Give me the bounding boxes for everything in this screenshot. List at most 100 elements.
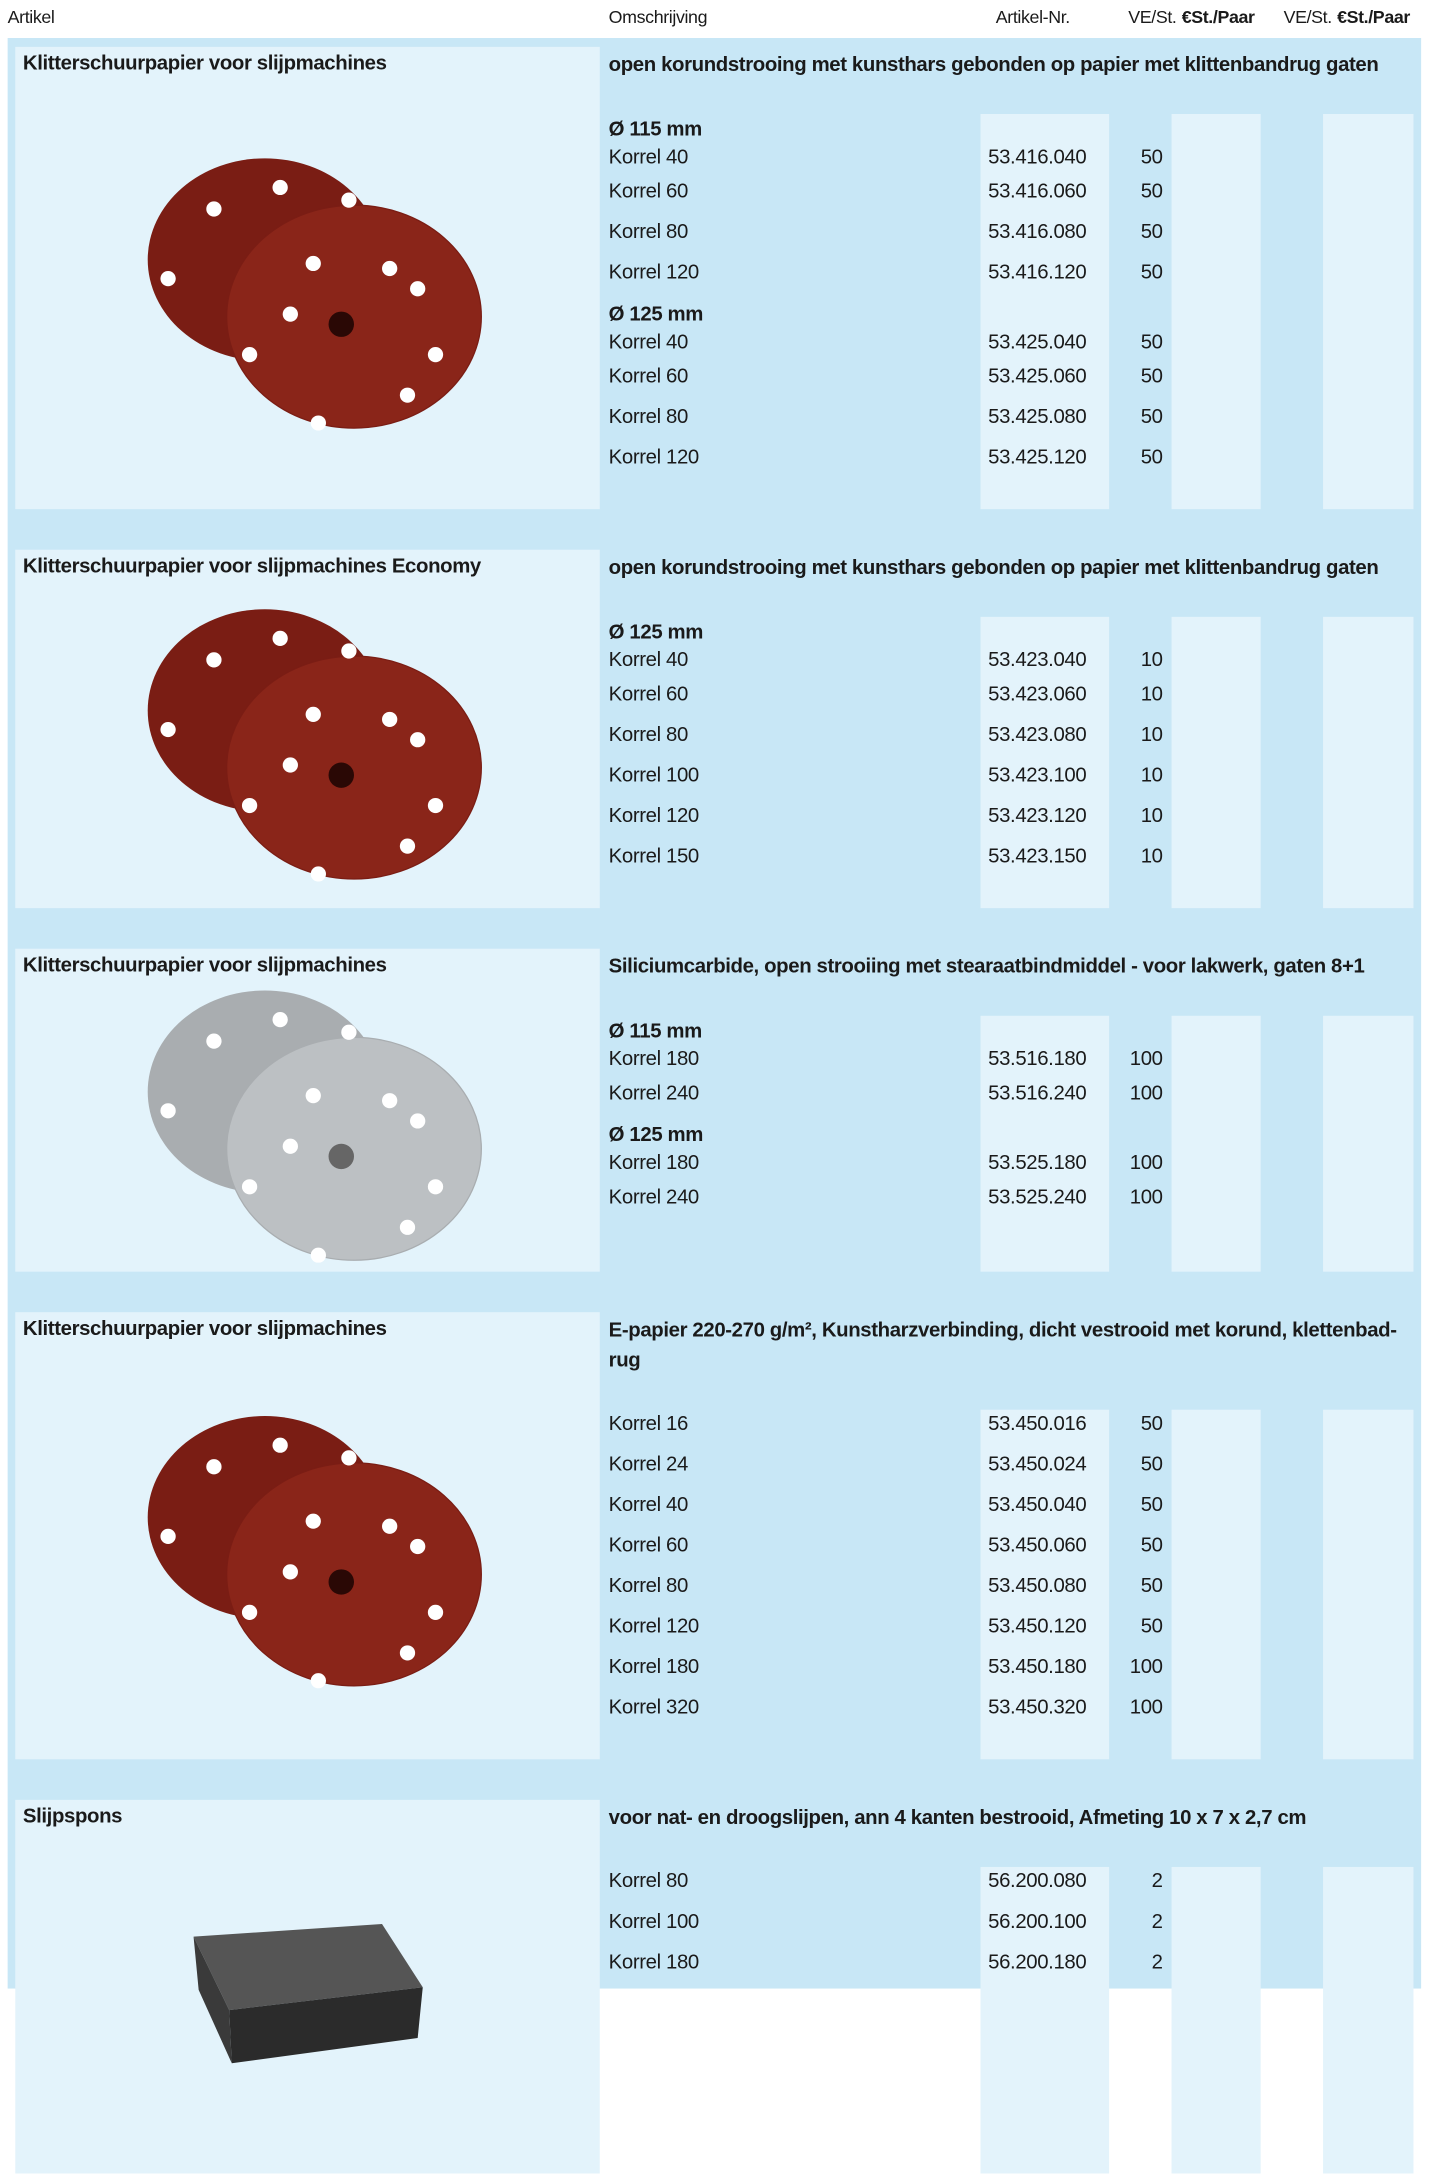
section-description: open korundstrooing met kunsthars gebond… <box>608 54 1379 76</box>
item-ve: 2 <box>1151 1911 1163 1933</box>
product-image <box>147 989 482 1263</box>
item-name: Korrel 24 <box>608 1454 689 1476</box>
item-ve: 50 <box>1140 1616 1163 1638</box>
column-box <box>1171 616 1261 909</box>
section-description: E-papier 220-270 g/m², Kunstharzverbindi… <box>608 1319 1397 1372</box>
product-image <box>147 608 482 881</box>
size-heading: Ø 125 mm <box>608 1124 704 1147</box>
column-box <box>1323 1409 1414 1760</box>
image-shape <box>272 179 288 195</box>
column-header: VE/St. <box>1128 6 1177 27</box>
item-number: 56.200.180 <box>988 1951 1087 1974</box>
item-name: Korrel 120 <box>608 262 700 284</box>
item-number: 53.450.120 <box>988 1616 1087 1638</box>
image-shape <box>427 346 444 362</box>
column-header: VE/St. <box>1283 6 1333 27</box>
image-shape <box>160 721 176 737</box>
image-shape <box>305 1512 321 1529</box>
section-title: Klitterschuurpapier voor slijpmachines <box>22 955 387 977</box>
item-name: Korrel 100 <box>608 1911 700 1933</box>
image-shape <box>282 1138 298 1154</box>
item-name: Korrel 40 <box>608 649 689 672</box>
item-ve: 50 <box>1140 1413 1163 1436</box>
item-number: 53.416.040 <box>988 146 1087 169</box>
image-shape <box>282 1563 298 1579</box>
image-shape <box>241 1178 258 1194</box>
image-shape <box>382 711 398 727</box>
item-name: Korrel 60 <box>608 683 689 706</box>
item-ve: 10 <box>1140 724 1163 747</box>
item-name: Korrel 120 <box>608 1616 700 1638</box>
item-ve: 50 <box>1140 262 1163 284</box>
image-shape <box>341 1449 357 1465</box>
item-ve: 50 <box>1140 366 1163 388</box>
item-number: 53.450.320 <box>988 1697 1087 1719</box>
column-box <box>1171 1015 1261 1272</box>
item-number: 53.450.024 <box>988 1454 1087 1476</box>
product-image <box>193 1923 423 2063</box>
item-ve: 10 <box>1140 805 1163 828</box>
column-header: €St./Paar <box>1337 6 1410 27</box>
size-heading: Ø 125 mm <box>608 303 704 326</box>
item-name: Korrel 180 <box>608 1048 700 1071</box>
item-number: 53.516.240 <box>988 1082 1087 1105</box>
image-shape <box>399 1644 416 1660</box>
image-shape <box>226 203 482 429</box>
image-shape <box>206 1032 222 1049</box>
item-name: Korrel 320 <box>608 1697 700 1719</box>
column-box <box>980 616 1110 909</box>
item-name: Korrel 16 <box>608 1413 689 1436</box>
item-number: 53.450.180 <box>988 1656 1087 1679</box>
item-name: Korrel 80 <box>608 724 689 747</box>
item-number: 53.425.080 <box>988 406 1087 429</box>
column-header: Artikel <box>7 6 55 27</box>
item-number: 53.423.100 <box>988 765 1087 787</box>
column-header: Omschrijving <box>608 6 708 27</box>
image-shape <box>241 1604 258 1620</box>
image-shape <box>382 1518 398 1534</box>
item-name: Korrel 80 <box>608 1575 689 1598</box>
item-ve: 50 <box>1140 146 1163 169</box>
item-ve: 100 <box>1129 1656 1163 1679</box>
image-shape <box>328 1568 355 1595</box>
item-number: 53.450.040 <box>988 1494 1087 1517</box>
column-box <box>1323 1015 1414 1272</box>
item-number: 53.416.080 <box>988 221 1087 244</box>
section-description: open korundstrooing met kunsthars gebond… <box>608 557 1379 579</box>
image-shape <box>328 1143 355 1169</box>
item-ve: 100 <box>1129 1048 1163 1071</box>
item-ve: 50 <box>1140 447 1163 469</box>
image-shape <box>241 346 258 362</box>
image-shape <box>310 414 326 431</box>
image-shape <box>427 1178 444 1194</box>
catalog-page: Artikel Omschrijving Artikel-Nr. VE/St. €St.… <box>7 6 1422 2174</box>
column-box <box>1323 616 1414 909</box>
image-shape <box>226 654 482 880</box>
item-name: Korrel 240 <box>608 1082 700 1105</box>
item-name: Korrel 100 <box>608 765 700 787</box>
image-shape <box>341 1024 357 1040</box>
item-number: 53.450.016 <box>988 1413 1087 1436</box>
product-image <box>147 1415 482 1688</box>
item-ve: 50 <box>1140 1454 1163 1476</box>
item-name: Korrel 40 <box>608 1494 689 1517</box>
item-ve: 10 <box>1140 683 1163 706</box>
image-shape <box>305 1087 321 1103</box>
item-number: 53.525.180 <box>988 1152 1087 1175</box>
image-shape <box>305 706 321 722</box>
image-shape <box>310 1672 326 1688</box>
image-shape <box>410 1112 426 1128</box>
image-shape <box>241 797 258 813</box>
item-number: 53.525.240 <box>988 1186 1087 1209</box>
item-ve: 100 <box>1129 1152 1163 1175</box>
item-number: 53.425.060 <box>988 366 1087 388</box>
item-ve: 50 <box>1140 1535 1163 1557</box>
image-shape <box>206 1458 222 1474</box>
item-number: 53.423.060 <box>988 683 1087 706</box>
column-box <box>1171 1866 1261 2174</box>
image-shape <box>399 837 416 854</box>
image-shape <box>399 386 416 403</box>
image-shape <box>160 270 176 286</box>
image-shape <box>341 191 357 208</box>
column-header: Artikel-Nr. <box>995 6 1070 27</box>
